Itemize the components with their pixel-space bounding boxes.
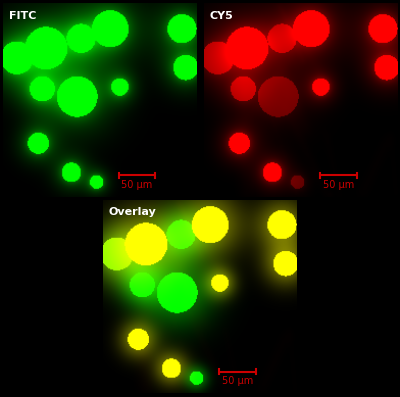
Text: 50 μm: 50 μm <box>122 180 153 190</box>
Text: Overlay: Overlay <box>109 207 157 218</box>
Text: FITC: FITC <box>8 11 36 21</box>
Text: CY5: CY5 <box>210 11 234 21</box>
Text: 50 μm: 50 μm <box>222 376 253 386</box>
Text: 50 μm: 50 μm <box>323 180 354 190</box>
